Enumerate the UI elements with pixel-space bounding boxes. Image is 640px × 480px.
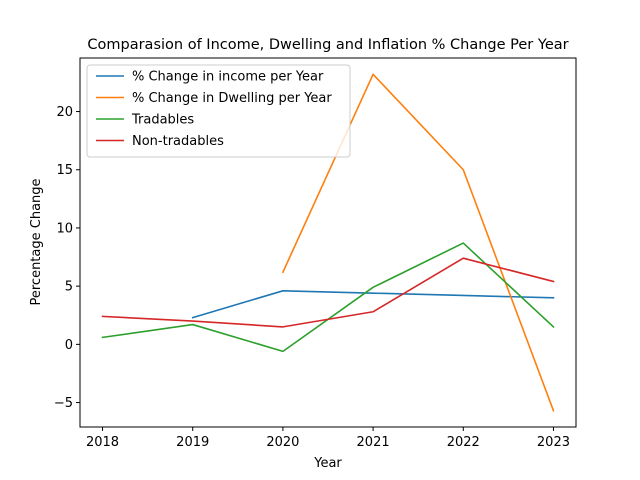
x-tick-label: 2023 bbox=[537, 435, 570, 450]
legend-label-2: Tradables bbox=[131, 113, 194, 128]
y-tick-label: 10 bbox=[56, 221, 73, 236]
x-axis-title: Year bbox=[313, 456, 342, 471]
x-tick-label: 2021 bbox=[357, 435, 390, 450]
x-tick-label: 2022 bbox=[447, 435, 480, 450]
legend-label-0: % Change in income per Year bbox=[132, 70, 324, 85]
y-tick-label: 5 bbox=[65, 280, 73, 295]
y-tick-label: 20 bbox=[56, 105, 73, 120]
chart-title: Comparasion of Income, Dwelling and Infl… bbox=[87, 37, 568, 53]
y-tick-label: 15 bbox=[56, 163, 73, 178]
series-line-2 bbox=[101, 242, 555, 353]
legend-label-1: % Change in Dwelling per Year bbox=[132, 91, 332, 106]
y-tick-label: −5 bbox=[54, 396, 73, 411]
legend-box bbox=[86, 64, 351, 158]
x-tick-label: 2020 bbox=[266, 435, 299, 450]
series-line-3 bbox=[101, 257, 555, 328]
series-line-1 bbox=[281, 73, 555, 412]
legend-label-3: Non-tradables bbox=[132, 134, 224, 149]
y-axis-title: Percentage Change bbox=[29, 178, 44, 305]
y-tick-label: 0 bbox=[65, 338, 73, 353]
series-line-0 bbox=[191, 290, 555, 319]
x-tick-label: 2019 bbox=[176, 435, 209, 450]
plot-frame bbox=[79, 57, 577, 428]
x-tick-label: 2018 bbox=[86, 435, 119, 450]
plot-area: 2018 2019 2020 2021 2022 2023 −5 0 5 10 15 20 % Chan… bbox=[54, 57, 577, 450]
